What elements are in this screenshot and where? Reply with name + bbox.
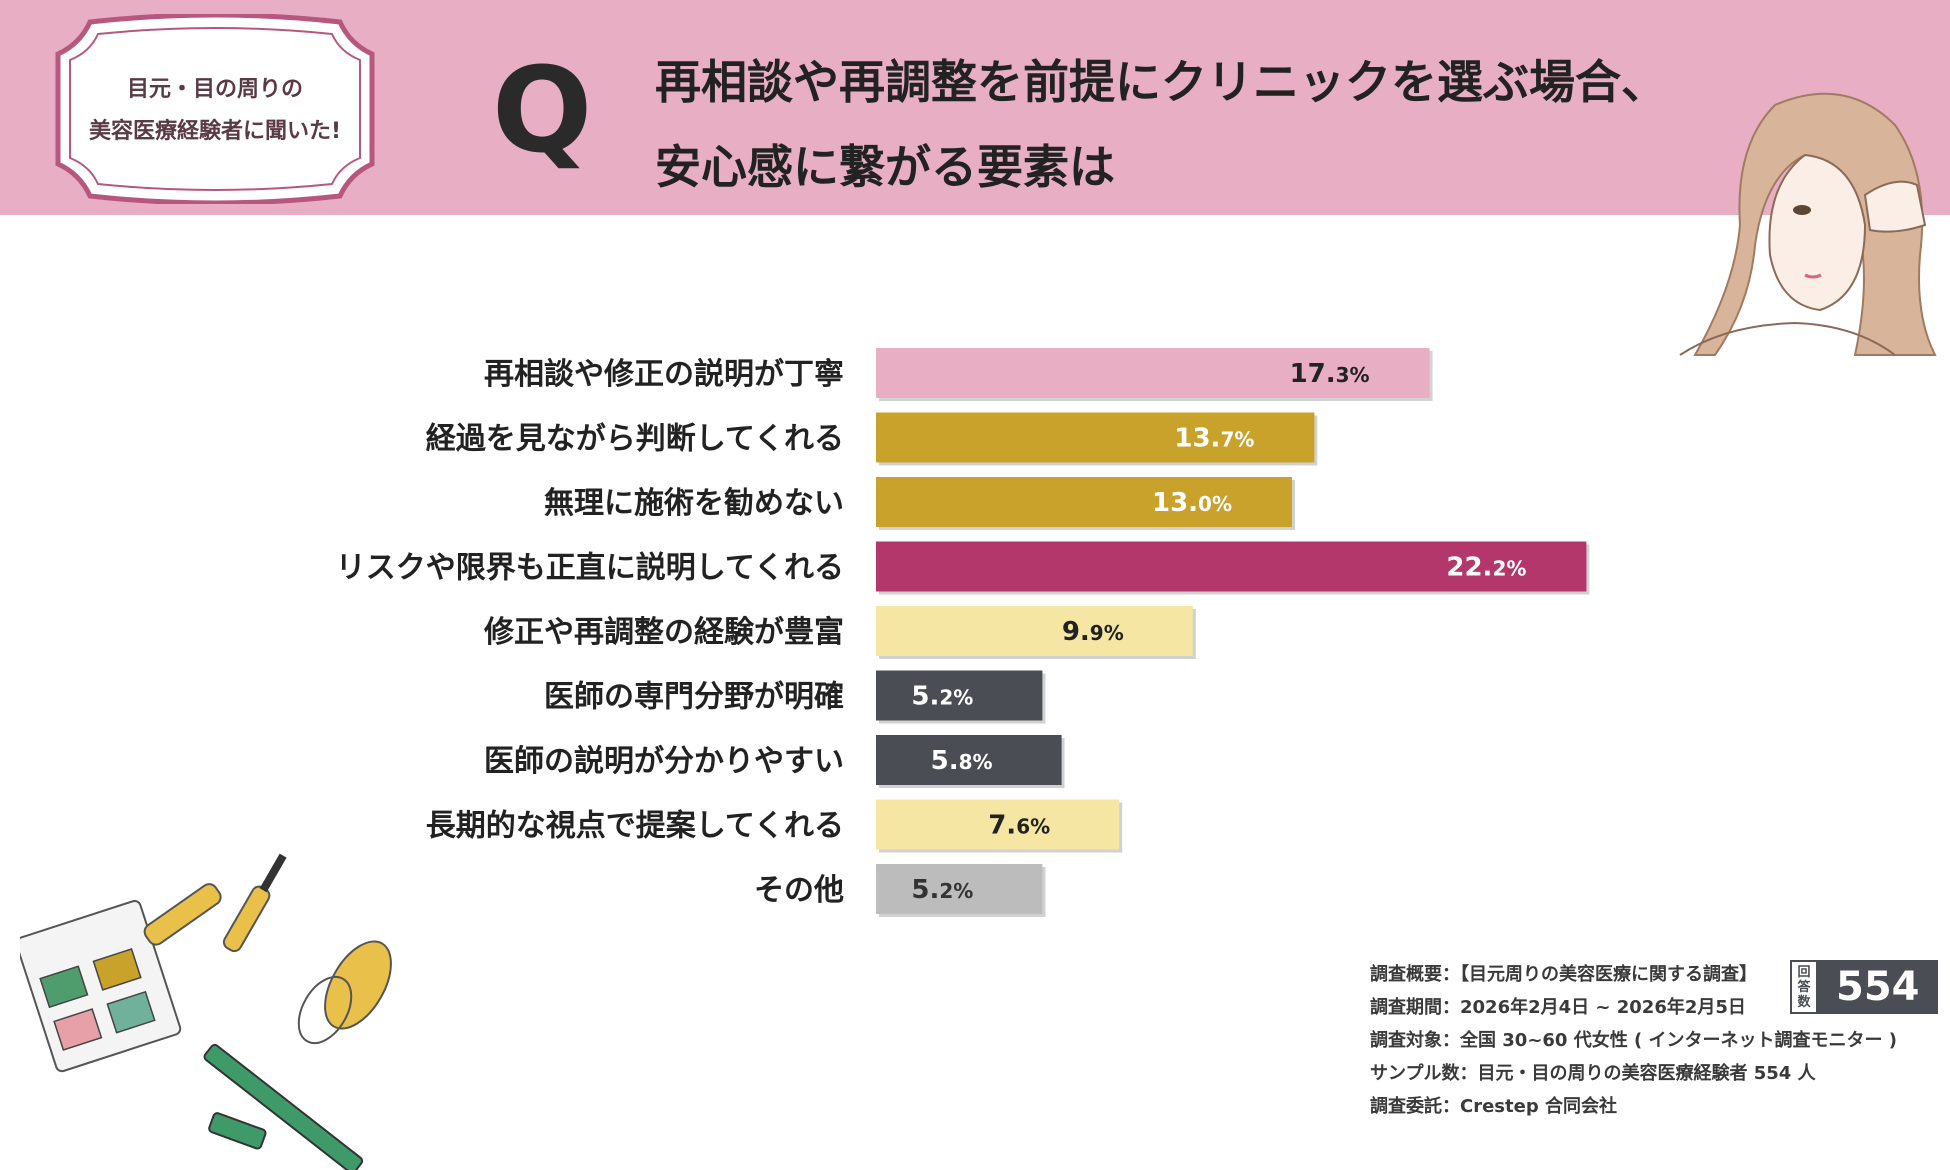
question-title: 再相談や再調整を前提にクリニックを選ぶ場合、 安心感に繋がる要素は xyxy=(655,40,1805,210)
category-label: 修正や再調整の経験が豊富 xyxy=(483,615,844,650)
respondent-count-tag: 回答数 xyxy=(1790,960,1818,1014)
value-label: 5.8% xyxy=(931,746,993,776)
category-label: 無理に施術を勧めない xyxy=(544,486,844,521)
bar-6 xyxy=(876,670,1043,721)
summary-target: 調査対象：全国 30~60 代女性 ( インターネット調査モニター ) xyxy=(1370,1030,1897,1051)
survey-summary: 調査概要：【目元周りの美容医療に関する調査】 調査期間：2026年2月4日 ~ … xyxy=(1370,958,1897,1123)
bar-7 xyxy=(876,735,1062,785)
category-label: 医師の説明が分かりやすい xyxy=(484,744,844,779)
badge-line-2: 美容医療経験者に聞いた! xyxy=(88,119,342,144)
category-label: 経過を見ながら判断してくれる xyxy=(426,422,844,457)
badge-frame xyxy=(55,14,375,204)
bar-5 xyxy=(876,606,1193,656)
woman-illustration xyxy=(1679,92,1937,356)
category-label: 再相談や修正の説明が丁寧 xyxy=(484,357,844,392)
bar-4 xyxy=(876,541,1587,592)
summary-sample: サンプル数：目元・目の周りの美容医療経験者 554 人 xyxy=(1370,1063,1816,1084)
bar-1 xyxy=(876,348,1430,398)
value-label: 13.0% xyxy=(1152,488,1232,518)
respondent-count-value: 554 xyxy=(1818,960,1938,1014)
respondent-count: 回答数 554 xyxy=(1790,960,1938,1014)
survey-badge: 目元・目の周りの 美容医療経験者に聞いた! xyxy=(50,14,380,204)
question-line-2: 安心感に繋がる要素は xyxy=(655,140,1115,194)
value-label: 17.3% xyxy=(1290,359,1370,389)
bar-2 xyxy=(876,412,1315,463)
value-label: 7.6% xyxy=(988,811,1050,841)
summary-period: 調査期間：2026年2月4日 ~ 2026年2月5日 xyxy=(1370,997,1746,1018)
category-label: 長期的な視点で提案してくれる xyxy=(426,809,844,844)
value-label: 5.2% xyxy=(911,682,973,712)
bar-8 xyxy=(876,799,1120,850)
value-label: 9.9% xyxy=(1062,617,1124,647)
value-label: 5.2% xyxy=(911,875,973,905)
question-mark: Q xyxy=(492,41,593,179)
badge-line-1: 目元・目の周りの xyxy=(126,77,303,102)
cosmetics-illustration xyxy=(20,853,392,1170)
summary-overview: 調査概要：【目元周りの美容医療に関する調査】 xyxy=(1370,964,1757,985)
value-label: 13.7% xyxy=(1174,424,1254,454)
question-line-1: 再相談や再調整を前提にクリニックを選ぶ場合、 xyxy=(655,55,1667,109)
category-label: 医師の専門分野が明確 xyxy=(544,680,844,715)
category-label: リスクや限界も正直に説明してくれる xyxy=(336,551,844,586)
value-label: 22.2% xyxy=(1446,553,1526,583)
summary-client: 調査委託：Crestep 合同会社 xyxy=(1370,1096,1617,1117)
bar-3 xyxy=(876,477,1292,527)
category-label: その他 xyxy=(754,873,844,908)
bar-9 xyxy=(876,864,1043,914)
